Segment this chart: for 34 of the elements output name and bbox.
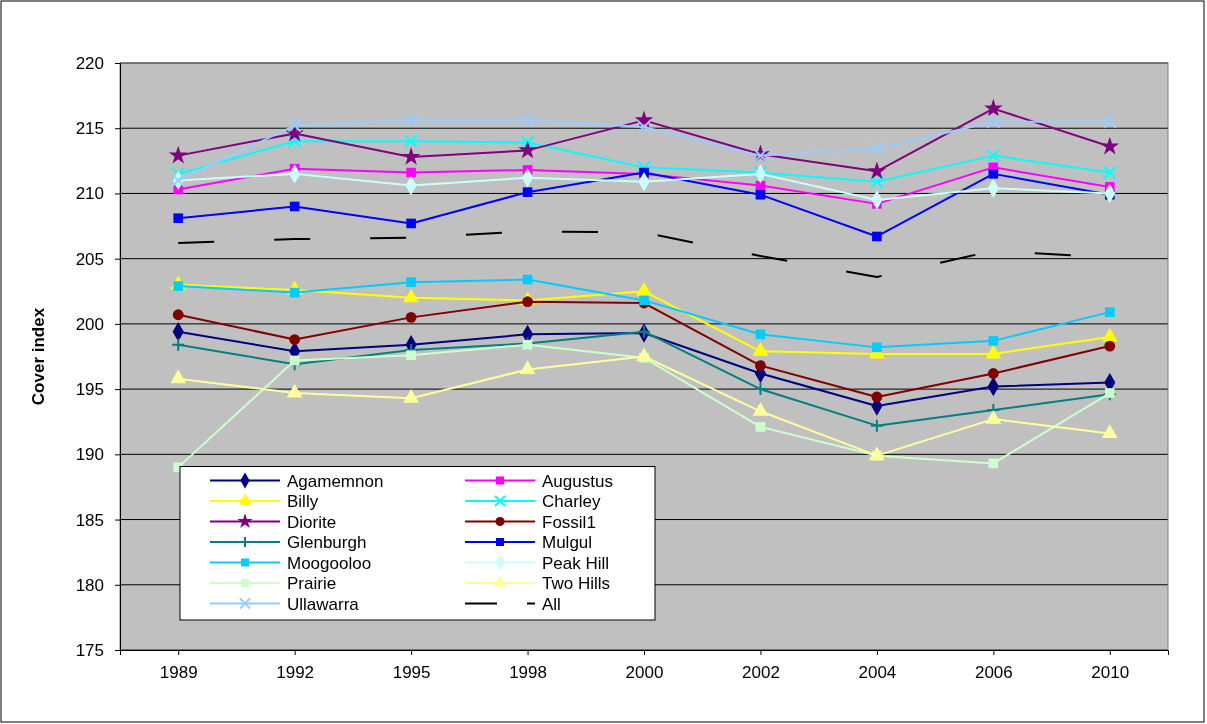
legend-label: Augustus (542, 471, 613, 491)
y-tick-label: 215 (75, 119, 104, 139)
legend-label: Moogooloo (287, 553, 372, 573)
y-tick-label: 220 (75, 53, 104, 73)
x-tick-label: 1989 (159, 663, 198, 682)
y-tick-label: 190 (75, 445, 104, 465)
legend-label: Two Hills (542, 574, 611, 593)
x-tick-label: 1992 (276, 663, 315, 682)
legend-label: Billy (287, 492, 319, 511)
x-tick-label: 2004 (858, 663, 897, 682)
x-tick-label: 2006 (974, 663, 1013, 682)
x-tick-label: 1998 (509, 663, 547, 682)
legend-label: Prairie (287, 574, 337, 593)
y-tick-label: 200 (75, 314, 104, 334)
y-tick-label: 210 (75, 184, 104, 204)
legend-label: Mulgul (542, 533, 593, 552)
y-tick-label: 205 (75, 249, 104, 269)
x-tick-label: 1995 (392, 663, 431, 682)
legend-label: All (542, 594, 561, 614)
legend-label: Glenburgh (287, 533, 367, 552)
legend-label: Fossil1 (542, 512, 596, 532)
x-tick-label: 2010 (1091, 663, 1130, 682)
x-tick-label: 2000 (625, 663, 664, 682)
legend-label: Agamemnon (287, 471, 384, 491)
x-tick-label: 2002 (742, 663, 780, 682)
y-tick-label: 180 (75, 575, 104, 595)
y-tick-label: 185 (75, 510, 104, 530)
legend-label: Peak Hill (542, 553, 610, 573)
y-axis-title: Cover index (29, 307, 48, 406)
y-tick-label: 175 (75, 640, 104, 660)
y-tick-label: 195 (75, 380, 104, 400)
legend-label: Diorite (287, 512, 337, 532)
legend-label: Charley (542, 492, 602, 511)
legend-label: Ullawarra (287, 594, 360, 614)
